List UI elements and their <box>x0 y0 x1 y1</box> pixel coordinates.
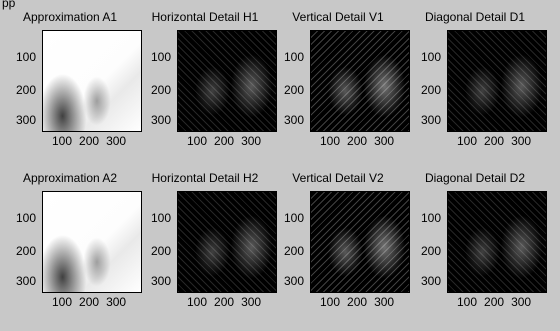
panel-diagonal-detail-d1: Diagonal Detail D1 100 200 300 100 200 3… <box>405 10 547 170</box>
panel-vertical-detail-v2: Vertical Detail V2 100 200 300 100 200 3… <box>268 171 410 331</box>
y-tick-label: 300 <box>151 274 172 288</box>
panel-title: Horizontal Detail H2 <box>151 171 259 185</box>
y-tick-label: 100 <box>284 50 305 64</box>
x-tick-labels: 100 200 300 <box>457 134 557 148</box>
panel-title: Vertical Detail V2 <box>292 171 384 185</box>
y-tick-label: 300 <box>151 113 172 127</box>
y-tick-label: 100 <box>284 211 305 225</box>
panel-horizontal-detail-h2: Horizontal Detail H2 100 200 300 100 200… <box>135 171 277 331</box>
x-tick-label: 100 <box>457 295 478 309</box>
y-tick-label: 200 <box>151 83 172 97</box>
image-plot-a1 <box>42 30 142 132</box>
y-tick-label: 300 <box>284 274 305 288</box>
x-tick-label: 300 <box>511 134 532 148</box>
panel-title: Approximation A1 <box>22 10 118 24</box>
y-tick-label: 100 <box>151 211 172 225</box>
x-tick-label: 100 <box>52 134 73 148</box>
image-plot-v1 <box>310 30 410 132</box>
y-tick-label: 300 <box>284 113 305 127</box>
x-tick-label: 100 <box>187 295 208 309</box>
y-tick-label: 300 <box>421 113 442 127</box>
x-tick-label: 300 <box>106 295 127 309</box>
x-tick-label: 100 <box>187 134 208 148</box>
y-tick-label: 200 <box>421 244 442 258</box>
panel-title: Diagonal Detail D2 <box>424 171 526 185</box>
x-tick-label: 300 <box>241 134 262 148</box>
window-title: pp <box>2 0 16 10</box>
panel-approximation-a2: Approximation A2 100 200 300 100 200 300 <box>0 171 142 331</box>
panel-approximation-a1: Approximation A1 100 200 300 100 200 300 <box>0 10 142 170</box>
y-tick-label: 300 <box>421 274 442 288</box>
x-tick-label: 300 <box>511 295 532 309</box>
x-tick-label: 100 <box>52 295 73 309</box>
x-tick-label: 200 <box>79 295 100 309</box>
x-tick-labels: 100 200 300 <box>187 295 287 309</box>
y-tick-label: 100 <box>421 50 442 64</box>
x-tick-label: 200 <box>214 295 235 309</box>
x-tick-label: 200 <box>214 134 235 148</box>
x-tick-labels: 100 200 300 <box>52 295 152 309</box>
y-tick-label: 100 <box>151 50 172 64</box>
y-tick-label: 200 <box>16 244 37 258</box>
image-plot-v2 <box>310 191 410 293</box>
panel-title: Horizontal Detail H1 <box>151 10 259 24</box>
panel-title: Vertical Detail V1 <box>292 10 384 24</box>
x-tick-labels: 100 200 300 <box>187 134 287 148</box>
x-tick-label: 300 <box>374 134 395 148</box>
y-tick-label: 200 <box>151 244 172 258</box>
y-tick-label: 100 <box>16 50 37 64</box>
y-tick-label: 100 <box>16 211 37 225</box>
image-plot-d1 <box>447 30 547 132</box>
x-tick-labels: 100 200 300 <box>320 295 420 309</box>
x-tick-labels: 100 200 300 <box>457 295 557 309</box>
y-tick-label: 200 <box>284 83 305 97</box>
y-tick-label: 200 <box>284 244 305 258</box>
y-tick-label: 100 <box>421 211 442 225</box>
x-tick-label: 200 <box>79 134 100 148</box>
panel-title: Diagonal Detail D1 <box>424 10 526 24</box>
panel-title: Approximation A2 <box>22 171 118 185</box>
x-tick-label: 300 <box>106 134 127 148</box>
x-tick-label: 200 <box>347 134 368 148</box>
x-tick-labels: 100 200 300 <box>320 134 420 148</box>
x-tick-label: 300 <box>374 295 395 309</box>
x-tick-label: 300 <box>241 295 262 309</box>
y-tick-label: 200 <box>16 83 37 97</box>
x-tick-label: 200 <box>347 295 368 309</box>
x-tick-label: 100 <box>457 134 478 148</box>
panel-diagonal-detail-d2: Diagonal Detail D2 100 200 300 100 200 3… <box>405 171 547 331</box>
x-tick-label: 100 <box>320 134 341 148</box>
y-tick-label: 300 <box>16 113 37 127</box>
x-tick-labels: 100 200 300 <box>52 134 152 148</box>
panel-horizontal-detail-h1: Horizontal Detail H1 100 200 300 100 200… <box>135 10 277 170</box>
y-tick-label: 200 <box>421 83 442 97</box>
panel-vertical-detail-v1: Vertical Detail V1 100 200 300 100 200 3… <box>268 10 410 170</box>
x-tick-label: 200 <box>484 134 505 148</box>
image-plot-d2 <box>447 191 547 293</box>
image-plot-h2 <box>177 191 277 293</box>
image-plot-h1 <box>177 30 277 132</box>
image-plot-a2 <box>42 191 142 293</box>
x-tick-label: 100 <box>320 295 341 309</box>
x-tick-label: 200 <box>484 295 505 309</box>
y-tick-label: 300 <box>16 274 37 288</box>
